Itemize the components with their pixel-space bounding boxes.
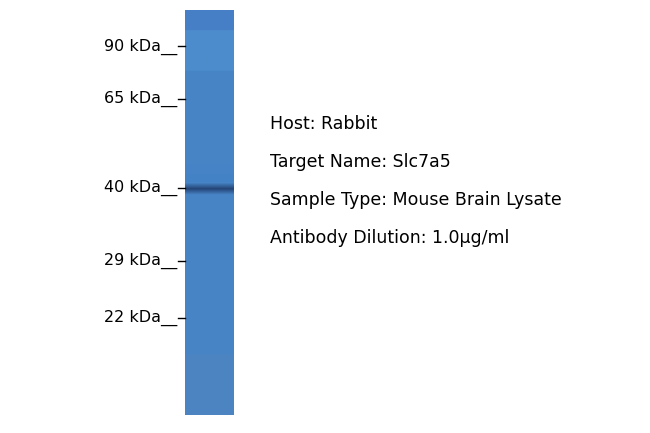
Text: 65 kDa__: 65 kDa__	[104, 91, 177, 107]
Text: Host: Rabbit: Host: Rabbit	[270, 115, 377, 133]
Text: Target Name: Slc7a5: Target Name: Slc7a5	[270, 153, 450, 171]
Text: 90 kDa__: 90 kDa__	[104, 39, 177, 55]
Text: 29 kDa__: 29 kDa__	[104, 253, 177, 269]
Text: 40 kDa__: 40 kDa__	[104, 180, 177, 196]
Text: Antibody Dilution: 1.0µg/ml: Antibody Dilution: 1.0µg/ml	[270, 229, 510, 247]
Text: 22 kDa__: 22 kDa__	[104, 310, 177, 326]
Text: Sample Type: Mouse Brain Lysate: Sample Type: Mouse Brain Lysate	[270, 191, 562, 209]
